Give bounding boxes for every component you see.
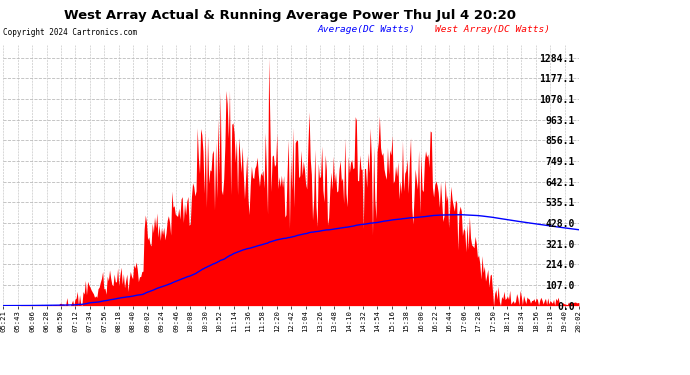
Text: West Array(DC Watts): West Array(DC Watts)	[435, 26, 550, 34]
Text: Copyright 2024 Cartronics.com: Copyright 2024 Cartronics.com	[3, 28, 137, 37]
Text: West Array Actual & Running Average Power Thu Jul 4 20:20: West Array Actual & Running Average Powe…	[63, 9, 516, 22]
Text: Average(DC Watts): Average(DC Watts)	[317, 26, 415, 34]
